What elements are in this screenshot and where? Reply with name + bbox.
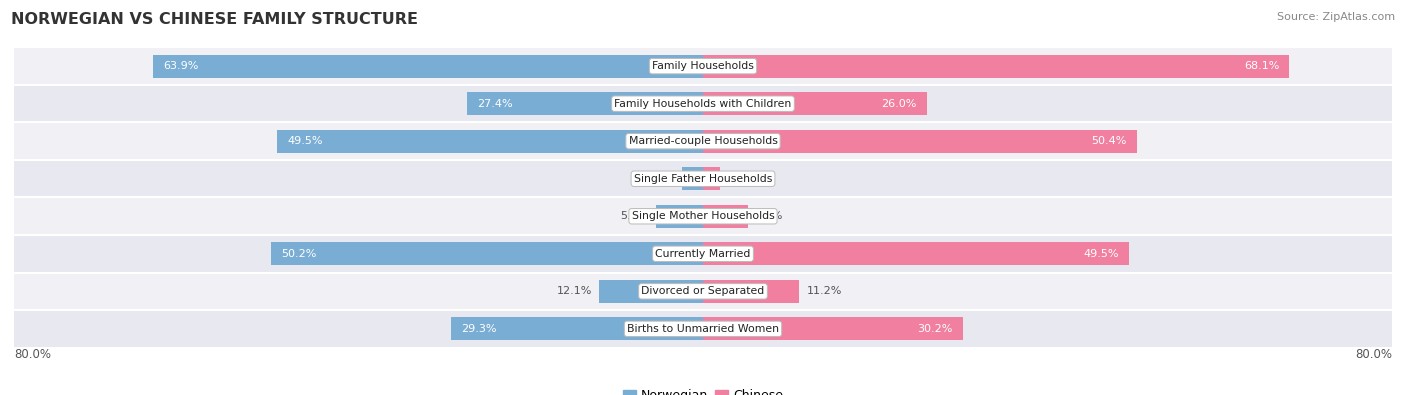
Text: 80.0%: 80.0% [14,348,51,361]
Text: 49.5%: 49.5% [1084,249,1119,259]
Text: 5.2%: 5.2% [755,211,783,221]
Text: Births to Unmarried Women: Births to Unmarried Women [627,324,779,334]
Text: 5.5%: 5.5% [620,211,648,221]
Bar [467,92,703,115]
Text: 12.1%: 12.1% [557,286,592,296]
Bar [599,280,703,303]
Text: Source: ZipAtlas.com: Source: ZipAtlas.com [1277,12,1395,22]
FancyBboxPatch shape [14,85,1392,122]
Text: 50.2%: 50.2% [281,249,316,259]
Text: 63.9%: 63.9% [163,61,198,71]
Text: Family Households: Family Households [652,61,754,71]
Text: 80.0%: 80.0% [1355,348,1392,361]
Text: 49.5%: 49.5% [287,136,322,146]
Bar [703,92,927,115]
Bar [682,167,703,190]
Text: 2.0%: 2.0% [727,174,755,184]
Bar [271,242,703,265]
Text: Single Mother Households: Single Mother Households [631,211,775,221]
FancyBboxPatch shape [14,160,1392,198]
Text: Married-couple Households: Married-couple Households [628,136,778,146]
Text: 30.2%: 30.2% [917,324,953,334]
Bar [153,55,703,78]
Bar [655,205,703,228]
Bar [451,317,703,340]
Text: 11.2%: 11.2% [807,286,842,296]
FancyBboxPatch shape [14,273,1392,310]
Legend: Norwegian, Chinese: Norwegian, Chinese [619,384,787,395]
FancyBboxPatch shape [14,310,1392,348]
Bar [703,280,800,303]
FancyBboxPatch shape [14,235,1392,273]
Text: 2.4%: 2.4% [647,174,675,184]
Text: Single Father Households: Single Father Households [634,174,772,184]
FancyBboxPatch shape [14,122,1392,160]
Bar [703,130,1137,153]
Text: 29.3%: 29.3% [461,324,496,334]
Bar [703,317,963,340]
Text: Divorced or Separated: Divorced or Separated [641,286,765,296]
Text: 27.4%: 27.4% [478,99,513,109]
Bar [277,130,703,153]
Text: Family Households with Children: Family Households with Children [614,99,792,109]
FancyBboxPatch shape [14,47,1392,85]
Text: 26.0%: 26.0% [882,99,917,109]
Text: 68.1%: 68.1% [1244,61,1279,71]
FancyBboxPatch shape [14,198,1392,235]
Bar [703,167,720,190]
Text: Currently Married: Currently Married [655,249,751,259]
Text: NORWEGIAN VS CHINESE FAMILY STRUCTURE: NORWEGIAN VS CHINESE FAMILY STRUCTURE [11,12,418,27]
Bar [703,55,1289,78]
Text: 50.4%: 50.4% [1091,136,1126,146]
Bar [703,242,1129,265]
Bar [703,205,748,228]
